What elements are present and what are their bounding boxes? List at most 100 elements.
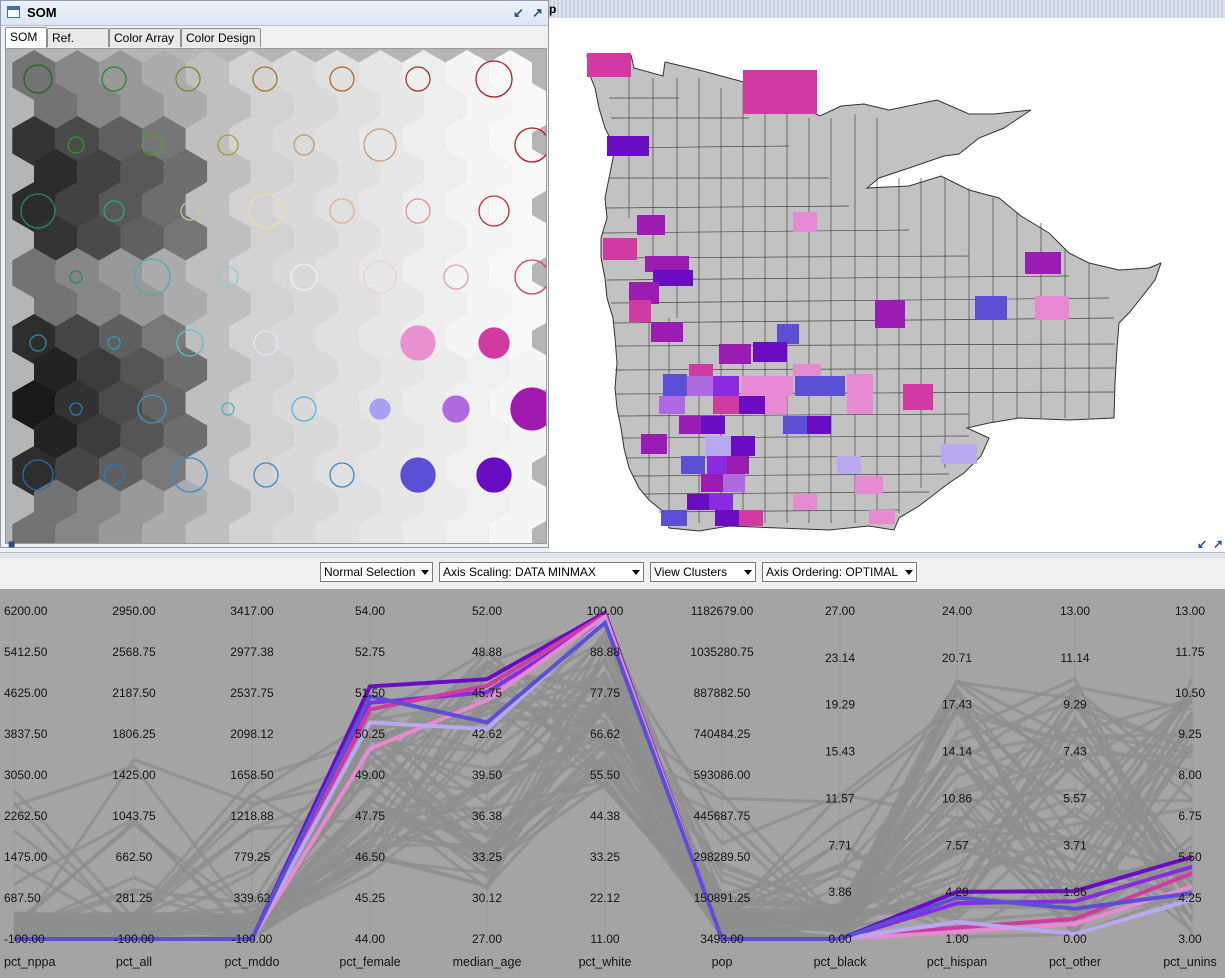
view-clusters-dropdown[interactable]: View Clusters (650, 562, 756, 582)
selection-mode-dropdown[interactable]: Normal Selection (320, 562, 433, 582)
som-hex-cell[interactable] (228, 512, 273, 543)
som-node-marker[interactable] (221, 402, 235, 416)
som-hex-cell[interactable] (337, 215, 381, 265)
som-node-marker[interactable] (107, 336, 121, 350)
som-node-marker[interactable] (103, 464, 125, 486)
som-node-marker[interactable] (248, 193, 284, 229)
som-hex-cell[interactable] (142, 314, 186, 364)
data-line-gray[interactable] (13, 660, 1193, 938)
som-hex-cell[interactable] (34, 281, 78, 331)
som-hex-cell[interactable] (358, 116, 403, 166)
som-hex-cell[interactable] (445, 314, 489, 364)
som-node-marker[interactable] (475, 60, 513, 98)
minimize-icon[interactable]: ↙ (513, 5, 524, 20)
som-node-marker[interactable] (20, 193, 56, 229)
som-hex-cell[interactable] (510, 347, 546, 397)
som-hex-cell[interactable] (337, 479, 381, 529)
som-hex-cell[interactable] (34, 215, 78, 265)
som-node-marker[interactable] (329, 198, 355, 224)
som-hex-cell[interactable] (293, 83, 338, 133)
som-hex-cell[interactable] (185, 182, 229, 232)
som-hex-cell[interactable] (445, 446, 489, 496)
som-hex-cell[interactable] (142, 50, 186, 100)
som-node-marker[interactable] (291, 396, 317, 422)
som-node-marker[interactable] (514, 259, 546, 295)
som-hex-cell[interactable] (380, 83, 424, 133)
som-node-marker[interactable] (180, 201, 200, 221)
som-hex-cell[interactable] (380, 413, 424, 463)
som-hex-cell[interactable] (337, 413, 381, 463)
data-line-gray[interactable] (12, 675, 1193, 935)
som-hex-cell[interactable] (142, 116, 186, 166)
som-hex-cell[interactable] (228, 248, 273, 298)
som-hex-cell[interactable] (163, 215, 208, 265)
som-hex-cell[interactable] (467, 281, 511, 331)
som-hex-cell[interactable] (315, 182, 359, 232)
som-node-marker[interactable] (175, 66, 201, 92)
som-hex-cell[interactable] (272, 182, 316, 232)
som-node-marker[interactable] (103, 200, 125, 222)
som-hex-cell[interactable] (185, 116, 229, 166)
som-hex-cell[interactable] (185, 380, 229, 430)
som-hex-cell[interactable] (34, 479, 78, 529)
som-hex-cell[interactable] (77, 347, 121, 397)
som-hex-cell[interactable] (99, 248, 143, 298)
som-hex-cell[interactable] (34, 347, 78, 397)
som-hex-cell[interactable] (99, 380, 143, 430)
som-hex-cell[interactable] (380, 215, 424, 265)
som-hex-panel[interactable] (5, 48, 547, 544)
som-node-marker[interactable] (253, 330, 279, 356)
som-hex-cell[interactable] (272, 380, 316, 430)
som-hex-cell[interactable] (163, 83, 208, 133)
axis-name-label[interactable]: pct_black (814, 955, 868, 969)
som-hex-cell[interactable] (207, 149, 251, 199)
som-hex-cell[interactable] (423, 149, 467, 199)
maximize-icon[interactable]: ↗ (1213, 537, 1224, 551)
data-line-gray[interactable] (12, 663, 1194, 941)
som-hex-cell[interactable] (77, 215, 121, 265)
som-node-marker[interactable] (69, 402, 83, 416)
som-hex-cell[interactable] (120, 83, 164, 133)
som-hex-cell[interactable] (337, 83, 381, 133)
som-hex-cell[interactable] (445, 116, 489, 166)
som-hex-cell[interactable] (402, 248, 446, 298)
highlighted-counties[interactable] (587, 53, 1069, 526)
som-hex-cell[interactable] (120, 413, 164, 463)
som-node-marker[interactable] (329, 66, 355, 92)
som-hex-cell[interactable] (55, 248, 99, 298)
som-hex-cell[interactable] (337, 149, 381, 199)
som-hex-cell[interactable] (207, 479, 251, 529)
som-title-bar[interactable]: SOM ↙ ↗ (1, 1, 548, 26)
som-hex-cell[interactable] (315, 248, 359, 298)
county-map[interactable] (549, 18, 1225, 552)
map-region-outline[interactable] (586, 54, 1162, 532)
maximize-icon[interactable]: ↗ (532, 5, 543, 20)
som-hex-cell[interactable] (163, 149, 208, 199)
som-node-marker[interactable] (101, 66, 127, 92)
som-node-marker[interactable] (141, 134, 163, 156)
som-hex-cell[interactable] (228, 380, 273, 430)
som-hex-cell[interactable] (120, 347, 164, 397)
som-hex-cell[interactable] (163, 347, 208, 397)
som-hex-cell[interactable] (510, 479, 546, 529)
som-hex-cell[interactable] (488, 248, 532, 298)
parallel-coordinates-plot[interactable]: 6200.00 5412.50 4625.00 3837.50 3050.00 2262.… (0, 589, 1225, 978)
som-hex-cell[interactable] (358, 50, 403, 100)
som-hex-cell[interactable] (55, 182, 99, 232)
som-hex-cell[interactable] (12, 50, 56, 100)
som-hex-cell[interactable] (250, 413, 294, 463)
som-hex-cell[interactable] (423, 413, 467, 463)
som-hex-cell[interactable] (12, 512, 56, 543)
som-node-marker[interactable] (69, 270, 83, 284)
som-hex-cell[interactable] (12, 248, 56, 298)
som-node-marker[interactable] (293, 134, 315, 156)
som-hex-cell[interactable] (250, 281, 294, 331)
som-hex-cell[interactable] (250, 347, 294, 397)
som-hex-cell[interactable] (77, 479, 121, 529)
som-hex-cell[interactable] (250, 149, 294, 199)
som-hex-cell[interactable] (250, 83, 294, 133)
som-hex-cell[interactable] (293, 413, 338, 463)
som-hex-cell[interactable] (315, 314, 359, 364)
som-hex-cell[interactable] (315, 380, 359, 430)
som-hex-cell[interactable] (445, 182, 489, 232)
